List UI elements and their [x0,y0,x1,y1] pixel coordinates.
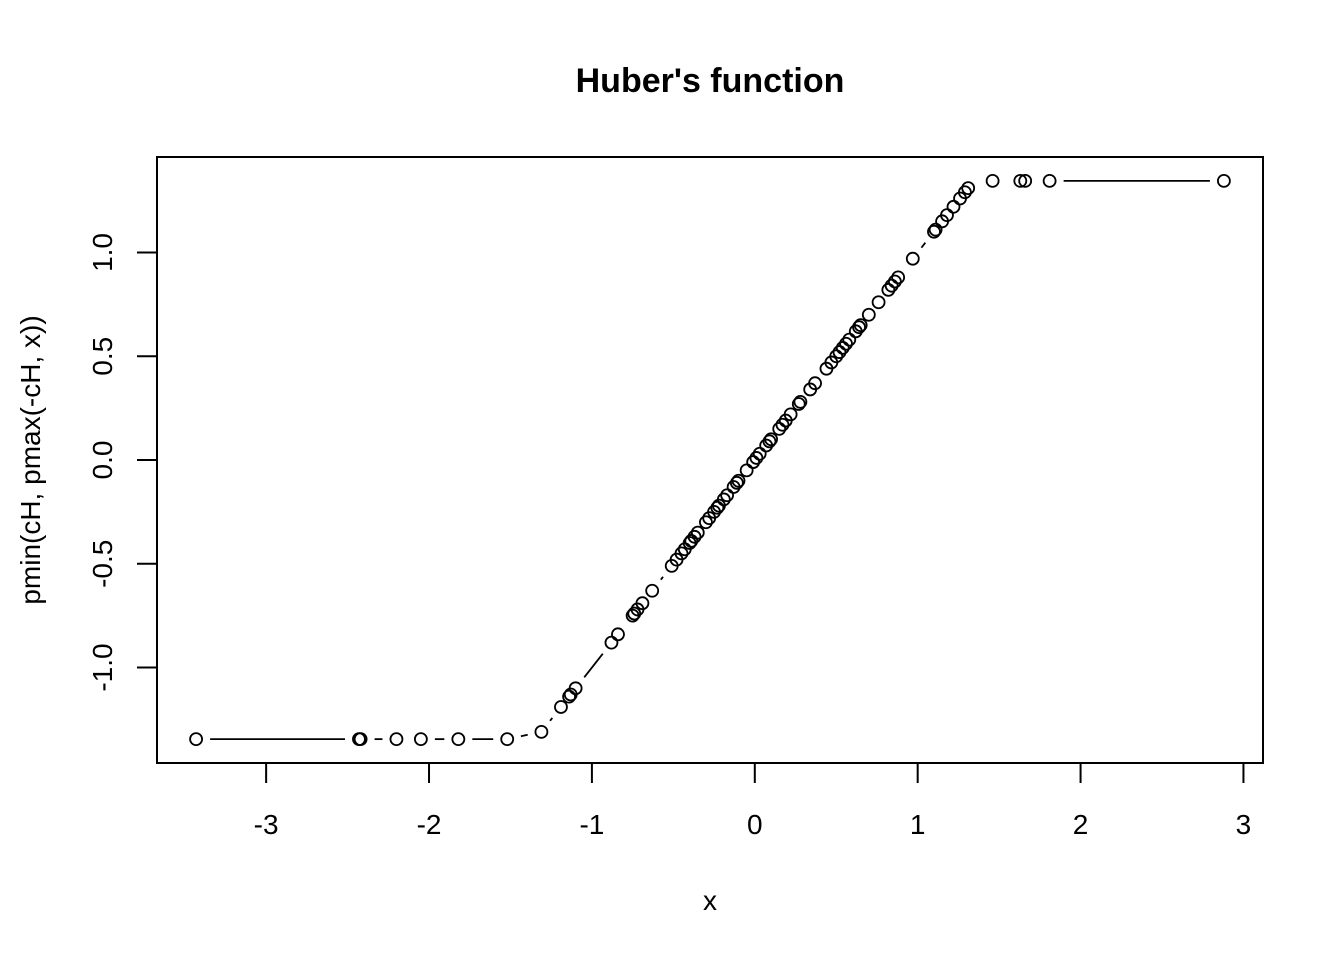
connector-segment [549,717,554,722]
data-point [871,295,886,310]
data-point [927,224,941,239]
data-point [1042,173,1057,188]
data-point [985,173,1000,188]
data-point [961,181,976,196]
data-point [739,463,754,478]
data-point [958,185,972,200]
data-point [884,278,899,293]
data-point [451,732,466,747]
y-tick-label: 1.0 [87,233,118,272]
data-point [554,700,568,714]
data-point [940,208,954,223]
data-point [764,432,778,447]
x-tick-label: -3 [254,809,279,840]
chart-title: Huber's function [576,62,845,100]
data-point [413,732,428,747]
data-point [783,407,798,422]
data-point [710,500,725,515]
data-point [635,596,650,611]
data-point [772,421,787,436]
data-point [842,332,857,347]
data-point [775,417,790,432]
y-tick-label: 0.5 [87,337,118,376]
data-point [829,349,844,364]
x-tick-label: -1 [579,809,604,840]
x-axis-label: x [703,885,717,916]
data-point [729,475,744,490]
data-point [853,318,868,333]
data-point [1217,173,1231,188]
y-axis-label: pmin(cH, pmax(-cH, x)) [15,315,46,604]
data-point [749,451,764,465]
data-point [353,732,368,747]
x-axis: -3 -2 -1 0 1 2 3 [254,762,1252,840]
data-point [720,488,735,503]
data-point [684,534,699,548]
data-point [716,492,731,507]
data-point [189,732,203,747]
data-point [500,732,515,747]
data-point [861,307,876,322]
data-point [1018,173,1033,188]
data-point [562,689,577,704]
data-point [946,199,961,214]
data-point [905,251,920,266]
data-point [835,341,850,355]
data-point [687,529,702,544]
connector-segment [583,653,604,678]
data-point [832,345,847,359]
data-point [881,282,896,297]
x-tick-label: 3 [1236,809,1252,840]
data-point [887,274,902,289]
y-tick-label: -1.0 [87,643,118,691]
data-point [762,434,777,449]
data-point [534,724,549,739]
data-point [699,515,713,530]
data-point [389,732,404,747]
x-tick-label: 1 [910,809,926,840]
data-point [690,525,705,540]
data-point [793,394,808,409]
data-point [611,627,625,642]
data-point [852,320,866,335]
connector-segment [520,733,528,738]
data-point [891,270,906,285]
data-point [928,222,943,237]
plot-frame [156,156,1264,764]
data-point [791,397,806,411]
data-point [604,635,619,650]
data-point [746,455,761,469]
y-tick-label: -0.5 [87,540,118,588]
y-axis: -1.0 -0.5 0.0 0.5 1.0 [87,233,158,692]
data-point [839,336,853,351]
data-point [645,583,660,598]
data-point [731,473,746,488]
connector-segments [210,179,1210,741]
data-point [568,681,583,696]
data-point [1013,173,1028,188]
data-point [674,546,689,561]
connector-segment [920,242,927,249]
data-point [627,606,642,621]
data-point [752,446,767,461]
x-tick-label: 2 [1073,809,1089,840]
data-point [808,376,822,391]
y-tick-label: 0.0 [87,441,118,480]
x-tick-label: -2 [417,809,442,840]
data-points [189,173,1231,747]
connector-segment [660,576,664,581]
x-tick-label: 0 [747,809,763,840]
